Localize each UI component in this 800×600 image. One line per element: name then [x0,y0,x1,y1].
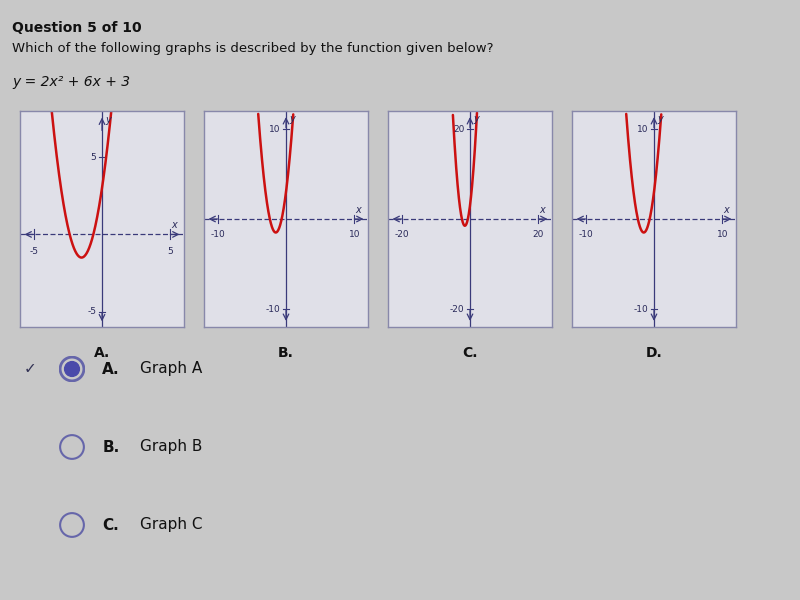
Text: D.: D. [646,346,662,361]
Text: y: y [474,113,479,124]
Text: -20: -20 [450,304,464,313]
Circle shape [65,362,79,376]
Text: 20: 20 [533,230,544,239]
Text: -10: -10 [266,304,280,313]
Text: x: x [723,205,729,215]
Text: C.: C. [102,517,119,533]
Text: ✓: ✓ [24,361,37,377]
Text: y: y [290,113,295,124]
Text: Which of the following graphs is described by the function given below?: Which of the following graphs is describ… [12,42,494,55]
Text: Question 5 of 10: Question 5 of 10 [12,21,142,35]
Text: B.: B. [278,346,294,361]
Text: -10: -10 [578,230,593,239]
Text: 10: 10 [717,230,728,239]
Text: y: y [658,113,663,124]
Text: C.: C. [462,346,478,361]
Text: 10: 10 [349,230,360,239]
Text: 20: 20 [453,124,464,133]
Text: 10: 10 [269,124,280,133]
Text: Graph B: Graph B [140,439,202,455]
Text: A.: A. [94,346,110,361]
Text: Graph A: Graph A [140,361,202,377]
Text: A.: A. [102,361,120,377]
Text: -10: -10 [210,230,225,239]
Text: x: x [539,205,545,215]
Text: y: y [106,115,111,125]
Text: -5: -5 [87,307,96,316]
Text: x: x [355,205,361,215]
Text: B.: B. [102,439,120,455]
Text: 5: 5 [90,153,96,162]
Text: x: x [171,220,177,230]
Text: 10: 10 [637,124,648,133]
Text: Graph C: Graph C [140,517,202,533]
Text: -10: -10 [634,304,648,313]
Text: -20: -20 [394,230,409,239]
Text: y = 2x² + 6x + 3: y = 2x² + 6x + 3 [12,75,130,89]
Text: -5: -5 [29,247,38,256]
Text: 5: 5 [167,247,174,256]
